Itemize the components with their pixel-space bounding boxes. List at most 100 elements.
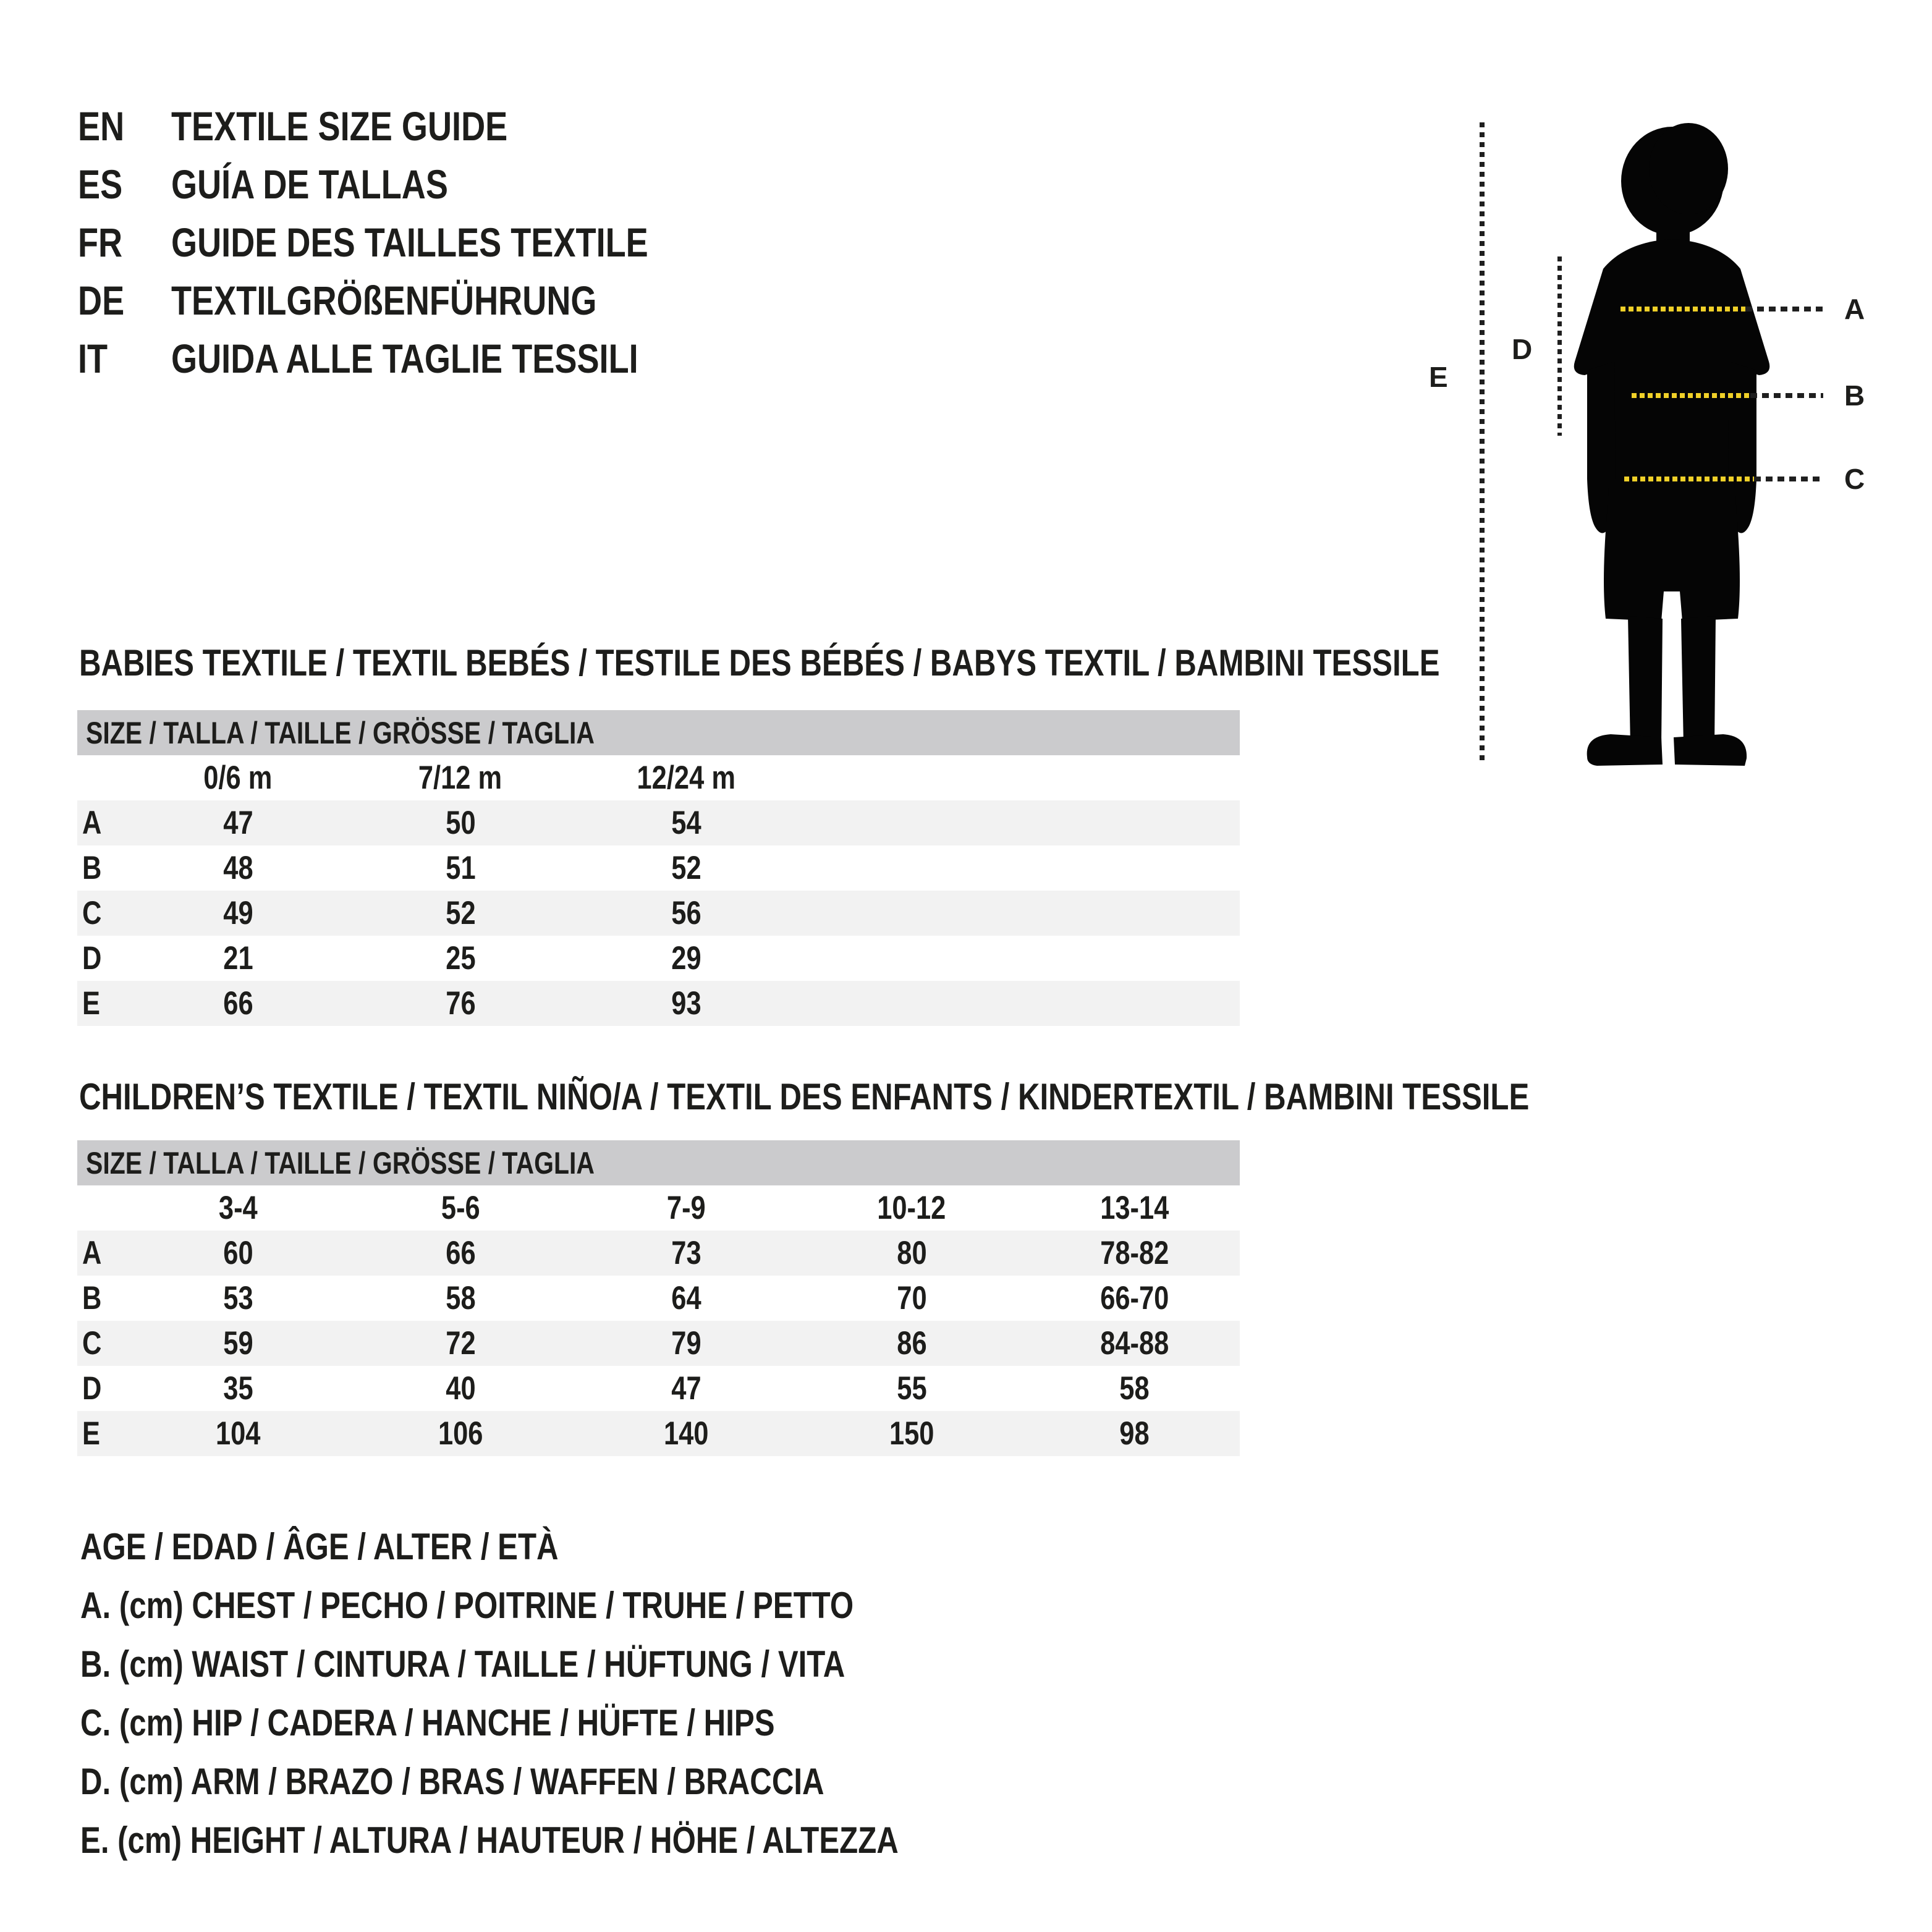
babies-table-row: A 47 50 54 — [77, 800, 1240, 845]
row-label: C — [82, 1325, 102, 1362]
value-cell: 66 — [445, 1235, 476, 1271]
babies-table-row: B 48 51 52 — [77, 845, 1240, 891]
children-size-header-text: SIZE / TALLA / TAILLE / GRÖSSE / TAGLIA — [86, 1145, 595, 1180]
arm-measure-dotted-line-d — [1557, 256, 1562, 436]
children-section-title-text: CHILDREN’S TEXTILE / TEXTIL NIÑO/A / TEX… — [79, 1076, 1530, 1117]
language-code: ES — [78, 161, 123, 207]
children-column-header-cell: 3-4 — [218, 1190, 258, 1226]
babies-size-table: SIZE / TALLA / TAILLE / GRÖSSE / TAGLIA … — [77, 710, 1240, 1026]
value-cell: 52 — [671, 850, 701, 886]
hip-label-c: C — [1844, 463, 1865, 495]
value-cell — [1029, 936, 1240, 981]
value-cell: 140 — [663, 1415, 709, 1452]
hip-measure-yellow-dashes — [1624, 477, 1754, 481]
arm-label-d: D — [1512, 333, 1533, 365]
row-label: A — [82, 805, 102, 841]
value-cell: 21 — [222, 940, 253, 977]
value-cell: 52 — [445, 895, 476, 931]
babies-column-header-cell: 7/12 m — [418, 760, 502, 796]
measurement-legend: AGE / EDAD / ÂGE / ALTER / ETÀ A. (cm) C… — [80, 1517, 1078, 1870]
children-table-row: D 35 40 47 55 58 — [77, 1366, 1240, 1411]
value-cell: 29 — [671, 940, 701, 977]
value-cell: 66-70 — [1099, 1280, 1169, 1316]
children-table-row: C 59 72 79 86 84-88 — [77, 1321, 1240, 1366]
row-label: B — [82, 1280, 102, 1316]
value-cell: 84-88 — [1099, 1325, 1169, 1362]
language-code: FR — [78, 219, 123, 265]
value-cell: 106 — [438, 1415, 483, 1452]
value-cell — [1029, 981, 1240, 1026]
language-row: EN TEXTILE SIZE GUIDE — [78, 97, 753, 155]
language-title: GUIDA ALLE TAGLIE TESSILI — [171, 336, 638, 381]
value-cell: 70 — [896, 1280, 927, 1316]
children-size-header-bar: SIZE / TALLA / TAILLE / GRÖSSE / TAGLIA — [77, 1140, 1240, 1185]
value-cell — [794, 981, 1029, 1026]
babies-column-header-spacer — [77, 755, 133, 800]
value-cell: 66 — [222, 985, 253, 1022]
children-column-header-spacer — [77, 1185, 133, 1231]
value-cell — [794, 936, 1029, 981]
value-cell: 150 — [889, 1415, 934, 1452]
children-column-header-cell: 10-12 — [877, 1190, 946, 1226]
value-cell: 80 — [896, 1235, 927, 1271]
value-cell — [1029, 845, 1240, 891]
babies-size-header-bar: SIZE / TALLA / TAILLE / GRÖSSE / TAGLIA — [77, 710, 1240, 755]
value-cell: 40 — [445, 1370, 476, 1407]
value-cell: 86 — [896, 1325, 927, 1362]
babies-column-header-cell: 12/24 m — [637, 760, 735, 796]
value-cell — [1029, 800, 1240, 845]
value-cell: 64 — [671, 1280, 701, 1316]
language-title: TEXTILGRÖßENFÜHRUNG — [171, 278, 597, 323]
chest-measure-yellow-dashes — [1621, 307, 1745, 311]
value-cell: 78-82 — [1099, 1235, 1169, 1271]
chest-label-a: A — [1844, 293, 1865, 325]
value-cell: 35 — [222, 1370, 253, 1407]
legend-line: B. (cm) WAIST / CINTURA / TAILLE / HÜFTU… — [80, 1643, 845, 1685]
value-cell: 76 — [445, 985, 476, 1022]
children-table-row: E 104 106 140 150 98 — [77, 1411, 1240, 1456]
row-label: A — [82, 1235, 102, 1271]
children-section-title: CHILDREN’S TEXTILE / TEXTIL NIÑO/A / TEX… — [79, 1075, 1847, 1119]
children-size-table: SIZE / TALLA / TAILLE / GRÖSSE / TAGLIA … — [77, 1140, 1240, 1456]
legend-line: AGE / EDAD / ÂGE / ALTER / ETÀ — [80, 1526, 559, 1567]
value-cell: 59 — [222, 1325, 253, 1362]
language-code: EN — [78, 103, 125, 149]
waist-label-b: B — [1844, 379, 1865, 412]
waist-measure-yellow-dashes — [1632, 393, 1750, 398]
chest-measure-dark-dashes — [1745, 307, 1823, 311]
value-cell: 72 — [445, 1325, 476, 1362]
row-label: D — [82, 940, 102, 977]
row-label: D — [82, 1370, 102, 1407]
babies-table-row: D 21 25 29 — [77, 936, 1240, 981]
legend-line: C. (cm) HIP / CADERA / HANCHE / HÜFTE / … — [80, 1702, 775, 1743]
babies-size-header-text: SIZE / TALLA / TAILLE / GRÖSSE / TAGLIA — [86, 715, 595, 750]
language-row: DE TEXTILGRÖßENFÜHRUNG — [78, 271, 753, 329]
babies-column-header-row: 0/6 m 7/12 m 12/24 m — [77, 755, 1240, 800]
value-cell — [794, 891, 1029, 936]
value-cell: 47 — [671, 1370, 701, 1407]
value-cell: 98 — [1119, 1415, 1150, 1452]
language-row: IT GUIDA ALLE TAGLIE TESSILI — [78, 329, 753, 388]
children-column-header-cell: 5-6 — [441, 1190, 480, 1226]
value-cell: 60 — [222, 1235, 253, 1271]
value-cell: 58 — [1119, 1370, 1150, 1407]
row-label: B — [82, 850, 102, 886]
children-column-header-cell: 7-9 — [666, 1190, 706, 1226]
legend-line: D. (cm) ARM / BRAZO / BRAS / WAFFEN / BR… — [80, 1761, 824, 1802]
children-column-header-row: 3-4 5-6 7-9 10-12 13-14 — [77, 1185, 1240, 1231]
value-cell: 79 — [671, 1325, 701, 1362]
row-label: E — [82, 985, 100, 1022]
language-title: TEXTILE SIZE GUIDE — [171, 103, 508, 149]
babies-table-row: E 66 76 93 — [77, 981, 1240, 1026]
babies-table-row: C 49 52 56 — [77, 891, 1240, 936]
children-table-row: A 60 66 73 80 78-82 — [77, 1231, 1240, 1276]
language-title: GUIDE DES TAILLES TEXTILE — [171, 219, 648, 265]
value-cell: 53 — [222, 1280, 253, 1316]
babies-section-title: BABIES TEXTILE / TEXTIL BEBÉS / TESTILE … — [79, 642, 1739, 685]
hip-measure-dark-dashes — [1754, 477, 1823, 481]
value-cell: 55 — [896, 1370, 927, 1407]
babies-table-rows: A 47 50 54 B 48 51 52 C — [77, 800, 1240, 1026]
value-cell: 25 — [445, 940, 476, 977]
babies-section-title-text: BABIES TEXTILE / TEXTIL BEBÉS / TESTILE … — [79, 642, 1440, 684]
